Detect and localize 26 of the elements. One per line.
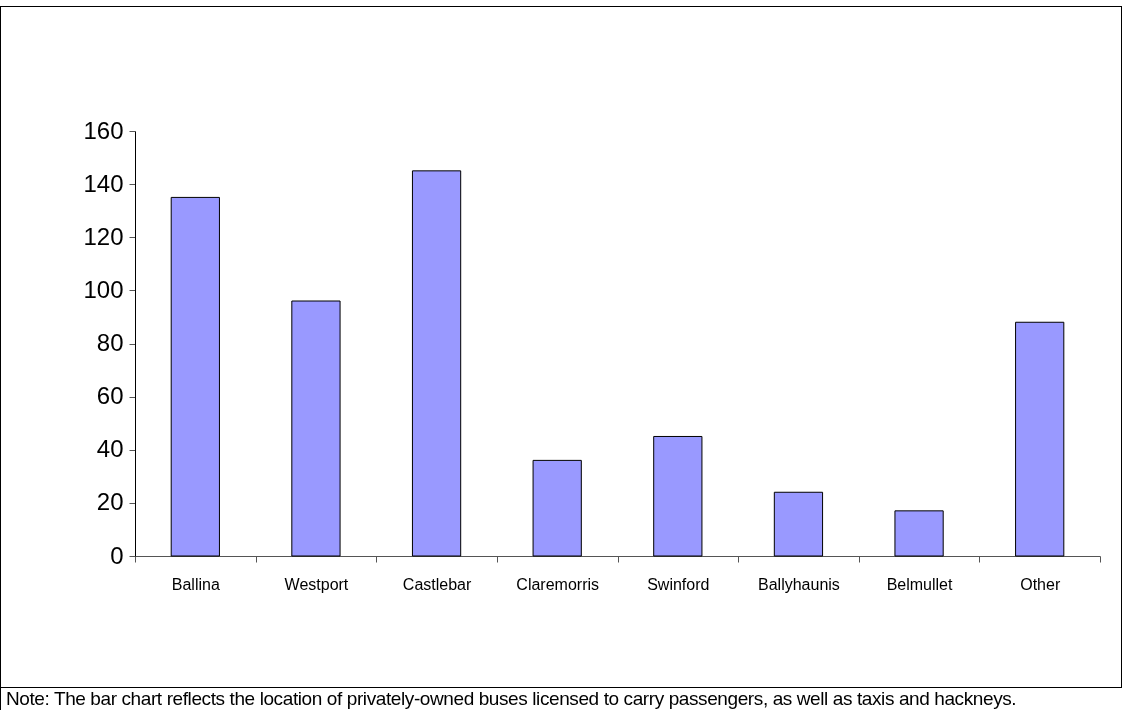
y-tick-label: 140 xyxy=(83,169,124,197)
y-tick-label: 120 xyxy=(83,222,124,250)
x-tick-label: Belmullet xyxy=(886,575,954,593)
x-tick-label: Claremorris xyxy=(516,575,600,593)
y-tick-label: 60 xyxy=(96,382,124,410)
y-tick-label: 40 xyxy=(96,435,124,463)
y-tick-label: 100 xyxy=(83,275,124,303)
bar xyxy=(411,170,462,557)
bar xyxy=(291,300,341,557)
bar xyxy=(773,491,824,557)
bar xyxy=(1015,321,1065,557)
bar xyxy=(653,435,703,557)
bar xyxy=(532,459,582,557)
x-tick-label: Ballyhaunis xyxy=(758,575,840,593)
text: Note: The bar chart reflects the location of privately-owned buses licensed to carry passengers, as well as taxis and hackneys. xyxy=(0,687,1121,710)
x-tick-label: Ballina xyxy=(171,575,220,593)
x-tick-label: Other xyxy=(1020,575,1061,593)
y-tick-label: 80 xyxy=(96,329,124,356)
x-tick-label: Castlebar xyxy=(402,575,472,593)
bar xyxy=(170,196,220,557)
x-tick-label: Swinford xyxy=(647,575,710,593)
y-tick-label: 0 xyxy=(110,541,124,569)
y-tick-label: 160 xyxy=(83,116,124,144)
bar xyxy=(894,510,944,557)
y-tick-label: 20 xyxy=(96,488,124,516)
x-tick-label: Westport xyxy=(284,575,349,593)
